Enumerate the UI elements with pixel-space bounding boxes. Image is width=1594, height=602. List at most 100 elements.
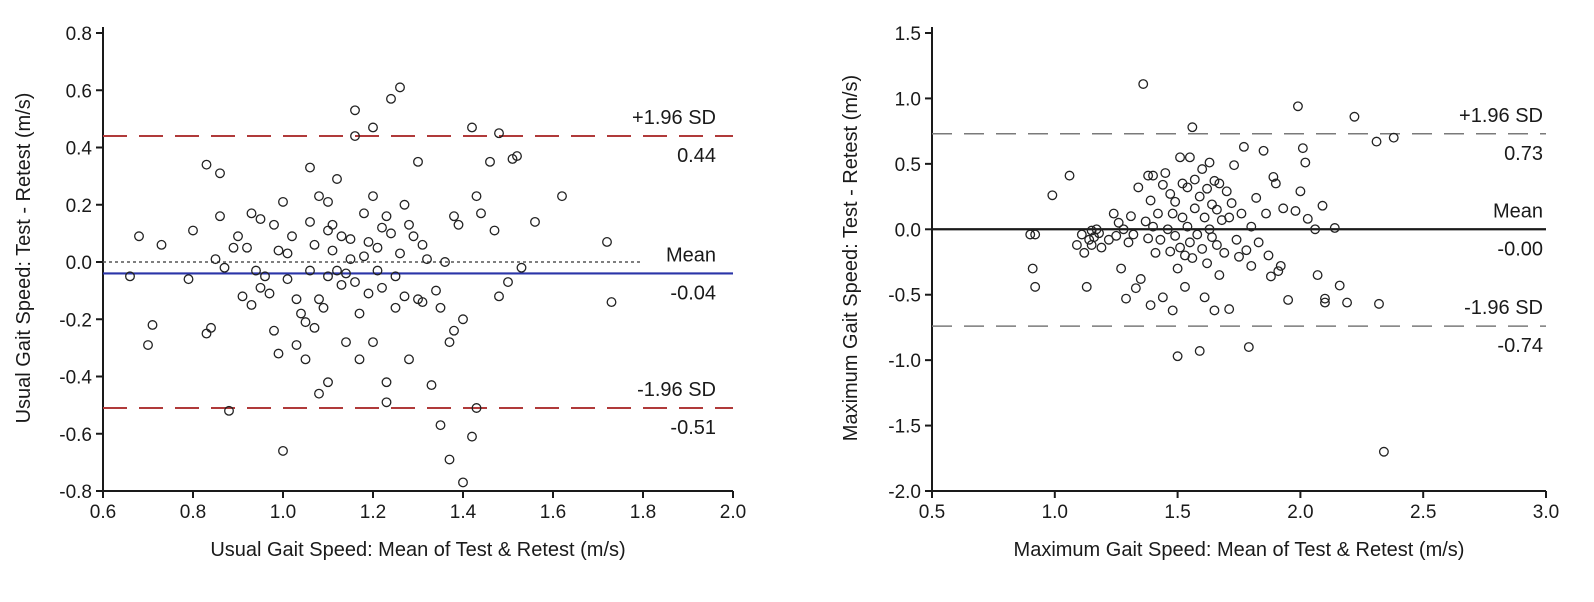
ref-value-lower: -0.51 (670, 417, 716, 439)
data-point (246, 208, 257, 219)
data-point (156, 239, 167, 250)
data-point (1079, 247, 1090, 258)
data-point (332, 174, 342, 184)
data-point (1157, 179, 1168, 190)
data-point (314, 191, 324, 202)
data-point (1170, 230, 1181, 241)
y-tick-label: 1.0 (895, 89, 921, 110)
data-point (1116, 263, 1127, 274)
x-tick-label: 1.4 (450, 502, 477, 523)
ref-label-lower: -1.96 SD (637, 379, 716, 401)
data-point (503, 277, 513, 287)
data-point (1317, 200, 1328, 211)
data-point (530, 216, 540, 227)
data-point (1118, 224, 1129, 235)
data-point (1027, 263, 1038, 274)
data-point (269, 325, 279, 336)
data-point (1202, 183, 1213, 194)
data-point (1184, 237, 1195, 248)
data-point (602, 237, 612, 247)
data-point (1047, 190, 1058, 201)
x-tick-label: 1.2 (360, 502, 386, 523)
data-point (1157, 292, 1168, 303)
data-point (1300, 157, 1311, 168)
data-point (1113, 217, 1124, 228)
data-point (215, 168, 225, 179)
data-point (395, 248, 405, 259)
data-point (1253, 237, 1264, 248)
ref-label-lower: -1.96 SD (1464, 297, 1543, 319)
data-point (309, 239, 320, 250)
data-point (467, 122, 477, 133)
y-axis-label: Maximum Gait Speed: Test - Retest (m/s) (840, 75, 862, 441)
data-point (381, 211, 392, 222)
data-point (1135, 274, 1146, 284)
data-point (1192, 229, 1203, 240)
data-point (512, 151, 522, 162)
data-point (471, 191, 482, 202)
data-point (1273, 266, 1284, 277)
ref-value-mean: -0.00 (1497, 238, 1543, 260)
data-point (1064, 170, 1075, 181)
data-point (273, 348, 284, 359)
data-point (1180, 281, 1190, 292)
data-point (390, 302, 401, 313)
data-point (1275, 260, 1286, 271)
data-point (1270, 178, 1281, 189)
data-point (1295, 186, 1306, 197)
data-point (417, 239, 428, 250)
x-tick-label: 1.8 (630, 502, 656, 523)
data-point (125, 271, 135, 282)
data-point (444, 337, 455, 348)
data-point (278, 445, 288, 456)
data-point (1030, 281, 1041, 292)
data-point (1302, 213, 1313, 224)
data-point (1342, 297, 1353, 308)
data-point (309, 322, 320, 333)
data-point (1145, 300, 1156, 311)
data-point (1197, 243, 1208, 254)
data-point (1243, 342, 1254, 353)
data-point (1184, 152, 1195, 163)
y-tick-label: -1.5 (888, 417, 921, 438)
data-point (1175, 152, 1186, 163)
ref-label-mean: Mean (666, 244, 716, 266)
data-point (1128, 229, 1139, 240)
data-point (606, 297, 617, 308)
data-point (1320, 297, 1330, 308)
data-point (1162, 224, 1173, 235)
ref-value-lower: -0.74 (1497, 335, 1543, 357)
data-point (494, 128, 504, 139)
data-point (1199, 292, 1210, 303)
data-point (1221, 186, 1232, 197)
data-point (435, 302, 446, 313)
data-point (1224, 304, 1235, 315)
data-point (143, 340, 153, 350)
data-point (1030, 229, 1041, 240)
data-point (1388, 132, 1399, 143)
x-tick-label: 2.5 (1410, 502, 1436, 523)
data-point (1214, 270, 1225, 281)
data-point (1204, 157, 1215, 168)
data-point (449, 325, 459, 336)
data-point (399, 199, 410, 210)
y-tick-label: -0.4 (59, 368, 92, 389)
data-point (323, 196, 333, 207)
data-point (417, 297, 428, 308)
data-point (336, 279, 347, 290)
data-point (453, 219, 464, 230)
x-tick-label: 1.5 (1164, 502, 1190, 523)
data-point (1155, 234, 1166, 245)
data-point (1071, 240, 1082, 250)
data-point (431, 285, 441, 296)
data-point (318, 302, 329, 313)
data-point (228, 242, 239, 253)
data-point (1153, 208, 1163, 219)
data-point (134, 231, 144, 242)
data-point (242, 242, 252, 253)
y-tick-label: 0.4 (66, 139, 93, 160)
data-point (215, 211, 225, 222)
y-tick-label: 0.0 (895, 220, 921, 241)
data-point (1123, 237, 1134, 248)
data-point (372, 265, 383, 276)
